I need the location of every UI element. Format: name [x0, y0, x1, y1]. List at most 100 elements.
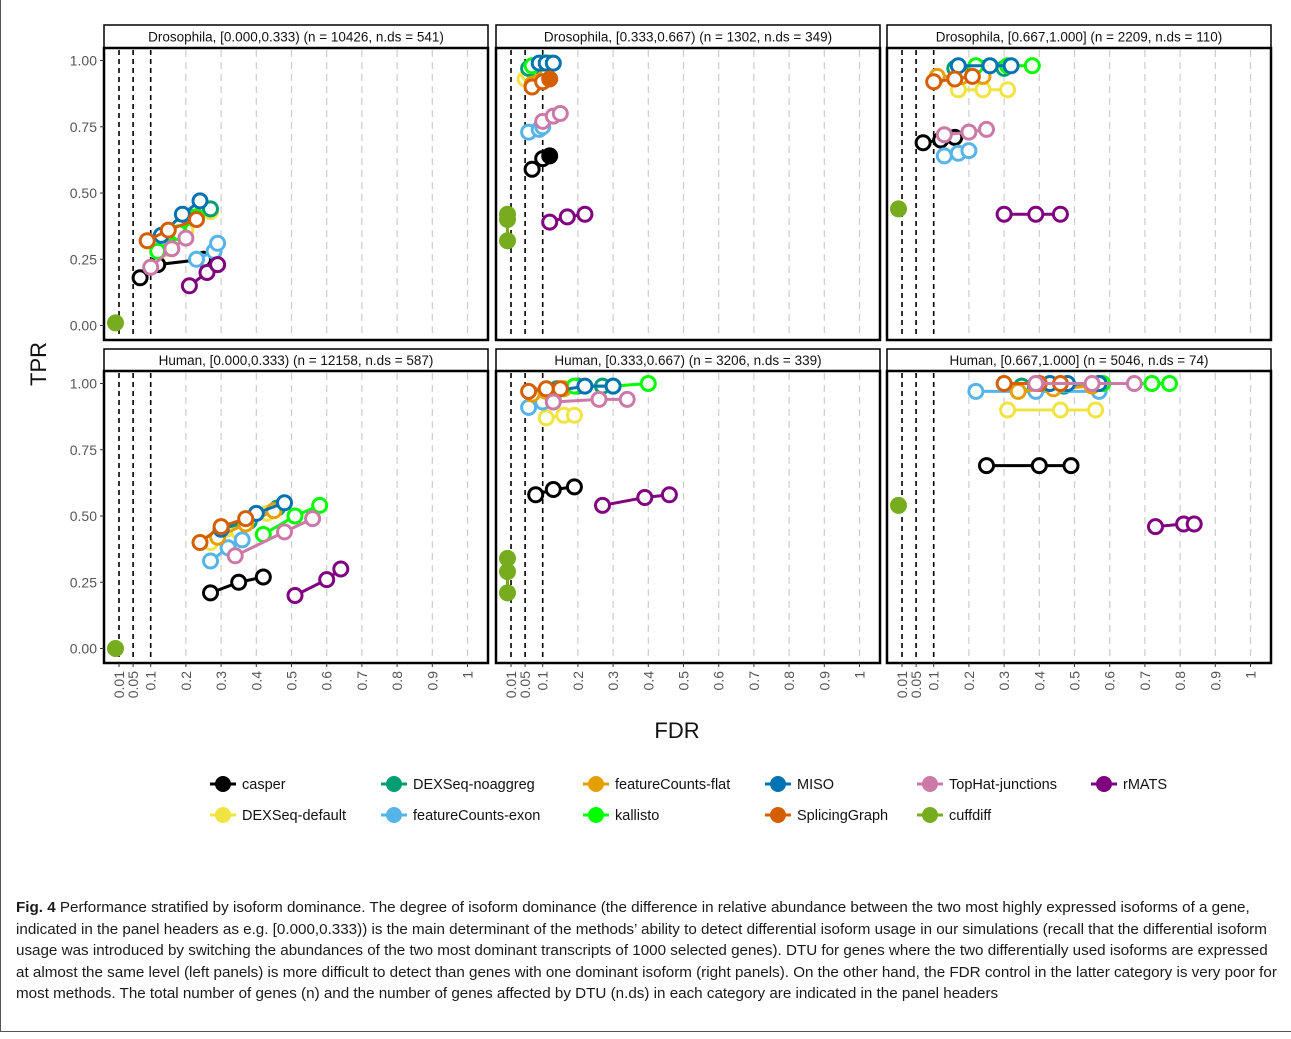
data-point: [520, 398, 538, 416]
legend-label: cuffdiff: [949, 808, 992, 824]
x-tick-label: 0.4: [248, 671, 264, 691]
legend-item: featureCounts-exon: [381, 807, 540, 824]
data-point: [565, 478, 583, 496]
legend-label: rMATS: [1123, 777, 1167, 793]
facet-panel: Drosophila, [0.667,1.000] (n = 2209, n.d…: [885, 24, 1273, 342]
x-tick-label: 0.7: [746, 671, 762, 691]
data-point: [163, 240, 181, 258]
legend-label: featureCounts-flat: [615, 777, 730, 793]
x-tick-label: 0.9: [816, 671, 832, 691]
legend-key-point: [215, 807, 231, 823]
data-point: [541, 70, 559, 88]
data-point: [499, 549, 516, 567]
data-point: [544, 393, 562, 411]
x-tick-label: 1: [852, 671, 868, 679]
data-point: [202, 552, 219, 570]
x-tick-label: 0.1: [535, 671, 551, 691]
data-point: [212, 518, 230, 536]
data-point: [177, 229, 195, 247]
y-tick-label: 0.00: [70, 318, 97, 334]
data-point: [226, 547, 244, 565]
y-tick-label: 1.00: [70, 53, 97, 69]
x-tick-label: 0.7: [1137, 671, 1153, 691]
figure-caption: Fig. 4 Performance stratified by isoform…: [16, 897, 1278, 1005]
x-tick-label: 1: [1243, 671, 1259, 679]
data-point: [1087, 401, 1105, 419]
legend-key-point: [770, 807, 786, 823]
facet-title: Human, [0.667,1.000] (n = 5046, n.ds = 7…: [950, 353, 1209, 368]
x-tick-label: 0.6: [1102, 671, 1118, 691]
legend-label: featureCounts-exon: [413, 808, 540, 824]
y-tick-label: 0.00: [70, 641, 97, 657]
data-point: [1023, 57, 1041, 75]
panel-frame: [494, 46, 882, 342]
data-point: [604, 377, 622, 395]
data-point: [660, 486, 678, 504]
data-point: [202, 584, 219, 602]
x-tick-label: 0.2: [961, 671, 977, 691]
data-point: [276, 494, 293, 512]
data-point: [332, 560, 350, 578]
legend-label: kallisto: [615, 808, 659, 824]
data-point: [107, 640, 124, 657]
data-point: [544, 54, 562, 72]
legend-label: DEXSeq-noaggreg: [413, 777, 535, 793]
data-point: [142, 258, 160, 276]
data-point: [523, 160, 541, 178]
data-point: [925, 73, 943, 91]
data-point: [520, 382, 538, 400]
x-tick-label: 0.1: [143, 671, 159, 691]
facet-panel: Human, [0.000,0.333) (n = 12158, n.ds = …: [70, 348, 490, 698]
data-point: [107, 314, 124, 332]
data-point: [967, 382, 985, 400]
x-tick-label: 0.01: [111, 671, 127, 698]
legend-key-point: [922, 807, 938, 823]
data-point: [159, 221, 177, 239]
x-tick-label: 0.4: [1031, 671, 1047, 691]
legend-key-point: [770, 776, 786, 792]
x-tick-label: 0.01: [503, 671, 519, 698]
data-point: [233, 531, 251, 549]
x-tick-label: 0.4: [640, 671, 656, 691]
data-point: [935, 147, 953, 165]
data-point: [1185, 515, 1203, 533]
data-point: [914, 134, 932, 152]
data-point: [544, 481, 562, 498]
data-point: [191, 192, 209, 210]
data-point: [565, 406, 583, 424]
data-point: [999, 81, 1017, 99]
legend-label: TopHat-junctions: [949, 777, 1057, 793]
panel-frame: [885, 369, 1273, 665]
data-point: [1009, 382, 1027, 400]
data-point: [527, 486, 545, 504]
y-tick-label: 0.50: [70, 185, 97, 201]
x-tick-label: 0.7: [354, 671, 370, 691]
data-point: [995, 375, 1013, 392]
data-point: [594, 496, 611, 514]
data-point: [304, 510, 322, 528]
data-point: [209, 256, 227, 274]
x-tick-label: 0.01: [894, 671, 910, 698]
legend-item: DEXSeq-default: [210, 807, 346, 824]
x-tick-label: 0.3: [605, 671, 621, 691]
data-point: [999, 401, 1017, 419]
data-point: [237, 510, 255, 528]
x-tick-label: 0.5: [284, 671, 300, 691]
data-point: [935, 126, 953, 144]
facet-panel: Human, [0.667,1.000] (n = 5046, n.ds = 7…: [885, 348, 1273, 698]
facet-title: Drosophila, [0.333,0.667) (n = 1302, n.d…: [544, 30, 832, 45]
data-point: [618, 390, 636, 408]
x-tick-label: 0.9: [424, 671, 440, 691]
data-point: [1027, 375, 1045, 392]
legend-item: featureCounts-flat: [583, 776, 730, 793]
x-tick-label: 1: [460, 671, 476, 679]
data-point: [978, 457, 995, 475]
data-point: [131, 269, 149, 287]
data-point: [1051, 401, 1069, 419]
legend-item: TopHat-junctions: [917, 776, 1057, 793]
x-tick-label: 0.05: [125, 671, 141, 698]
data-point: [1125, 375, 1143, 392]
x-tick-label: 0.5: [676, 671, 692, 691]
x-tick-label: 0.6: [319, 671, 335, 691]
